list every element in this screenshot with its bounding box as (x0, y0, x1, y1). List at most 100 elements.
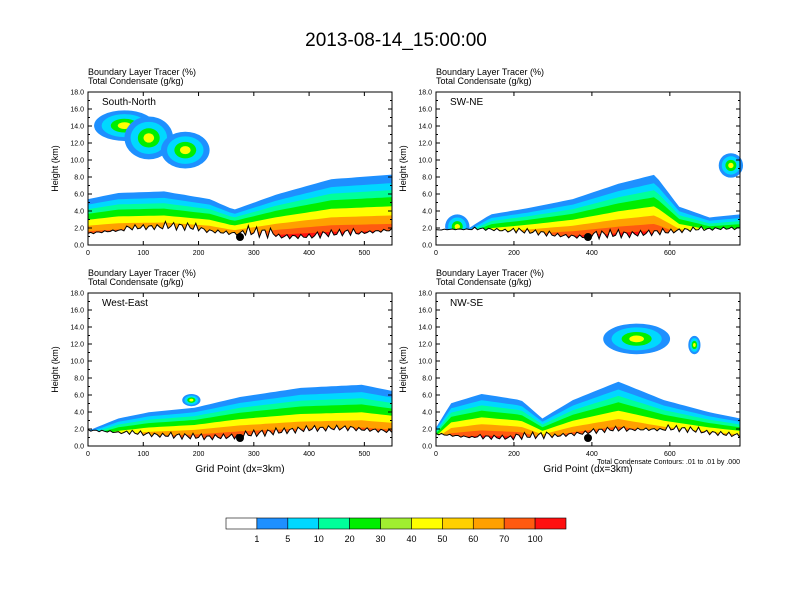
panel-subtitle-line1: Boundary Layer Tracer (%) (88, 67, 196, 77)
y-tick-label: 18.0 (418, 291, 432, 298)
colorbar-swatch (472, 517, 505, 530)
colorbar-label: 1 (254, 534, 259, 544)
y-tick-label: 2.0 (422, 226, 432, 233)
x-tick-label: 100 (137, 250, 149, 257)
colorbar-label: 70 (499, 534, 509, 544)
colorbar-label: 5 (285, 534, 290, 544)
panel-label: South-North (102, 97, 156, 108)
y-tick-label: 10.0 (418, 158, 432, 165)
x-axis-label: Grid Point (dx=3km) (195, 464, 284, 475)
location-marker (584, 434, 592, 442)
colorbar-label: 10 (314, 534, 324, 544)
panel-subtitle-line1: Boundary Layer Tracer (%) (436, 268, 544, 278)
panel-subtitle-line1: Boundary Layer Tracer (%) (436, 67, 544, 77)
y-tick-label: 16.0 (70, 308, 84, 315)
location-marker (236, 233, 244, 241)
x-tick-label: 400 (303, 451, 315, 458)
y-axis-label: Height (km) (50, 346, 60, 393)
x-tick-label: 0 (86, 250, 90, 257)
colorbar-swatch (503, 517, 536, 530)
panel-subtitle-line2: Total Condensate (g/kg) (88, 76, 184, 86)
y-tick-label: 8.0 (74, 175, 84, 182)
location-marker (236, 434, 244, 442)
y-tick-label: 0.0 (74, 243, 84, 250)
panel-south-north: Boundary Layer Tracer (%)Total Condensat… (50, 67, 393, 257)
panel-subtitle-line2: Total Condensate (g/kg) (436, 277, 532, 287)
cloud-blob-1 (454, 223, 460, 230)
colorbar-swatch (318, 517, 350, 530)
y-tick-label: 14.0 (70, 325, 84, 332)
x-tick-label: 0 (434, 451, 438, 458)
y-tick-label: 10.0 (70, 158, 84, 165)
x-tick-label: 400 (303, 250, 315, 257)
y-axis-label: Height (km) (50, 145, 60, 192)
colorbar-swatch (349, 517, 381, 530)
panel-subtitle-line1: Boundary Layer Tracer (%) (88, 268, 196, 278)
y-tick-label: 16.0 (70, 107, 84, 114)
x-tick-label: 0 (434, 250, 438, 257)
cloud-blob-0 (728, 162, 734, 169)
y-tick-label: 8.0 (74, 376, 84, 383)
y-axis-label: Height (km) (398, 145, 408, 192)
y-tick-label: 8.0 (422, 376, 432, 383)
colorbar-label: 30 (376, 534, 386, 544)
y-tick-label: 14.0 (418, 124, 432, 131)
colorbar-swatch (411, 517, 443, 530)
y-tick-label: 12.0 (70, 342, 84, 349)
y-tick-label: 6.0 (422, 393, 432, 400)
colorbar-label: 50 (437, 534, 447, 544)
panel-label: NW-SE (450, 298, 483, 309)
y-tick-label: 6.0 (74, 393, 84, 400)
y-tick-label: 0.0 (422, 444, 432, 451)
x-tick-label: 300 (248, 451, 260, 458)
cloud-blob-1 (693, 343, 696, 348)
y-tick-label: 6.0 (74, 192, 84, 199)
panel-subtitle-line2: Total Condensate (g/kg) (436, 76, 532, 86)
x-tick-label: 200 (508, 451, 520, 458)
y-tick-label: 2.0 (74, 427, 84, 434)
panel-west-east: Boundary Layer Tracer (%)Total Condensat… (50, 268, 393, 475)
y-tick-label: 4.0 (422, 410, 432, 417)
y-tick-label: 16.0 (418, 107, 432, 114)
y-tick-label: 10.0 (418, 359, 432, 366)
y-tick-label: 0.0 (422, 243, 432, 250)
y-tick-label: 18.0 (418, 90, 432, 97)
colorbar: 1 5 10 20 30 40 50 60 70 100 (225, 517, 567, 544)
y-tick-label: 4.0 (422, 209, 432, 216)
x-tick-label: 400 (586, 250, 598, 257)
y-tick-label: 0.0 (74, 444, 84, 451)
colorbar-label: 20 (345, 534, 355, 544)
y-tick-label: 18.0 (70, 90, 84, 97)
colorbar-swatch (287, 517, 320, 530)
x-tick-label: 200 (508, 250, 520, 257)
y-tick-label: 8.0 (422, 175, 432, 182)
main-title: 2013-08-14_15:00:00 (305, 30, 487, 51)
y-tick-label: 14.0 (418, 325, 432, 332)
y-tick-label: 12.0 (418, 141, 432, 148)
y-tick-label: 6.0 (422, 192, 432, 199)
colorbar-swatch (225, 517, 258, 530)
cloud-blob-0 (629, 335, 644, 343)
x-tick-label: 600 (664, 451, 676, 458)
x-tick-label: 100 (137, 451, 149, 458)
y-tick-label: 14.0 (70, 124, 84, 131)
terrain-line (435, 423, 741, 441)
colorbar-swatch (534, 517, 567, 530)
colorbar-label: 60 (468, 534, 478, 544)
panel-subtitle-line2: Total Condensate (g/kg) (88, 277, 184, 287)
colorbar-label: 40 (406, 534, 416, 544)
panel-label: West-East (102, 298, 148, 309)
cloud-blob-0 (189, 398, 194, 402)
x-tick-label: 300 (248, 250, 260, 257)
colorbar-swatch (442, 517, 474, 530)
colorbar-swatch (380, 517, 412, 530)
x-tick-label: 500 (359, 250, 371, 257)
colorbar-swatch (256, 517, 289, 530)
panel-sw-ne: Boundary Layer Tracer (%)Total Condensat… (398, 67, 744, 257)
x-tick-label: 200 (193, 451, 205, 458)
panel-label: SW-NE (450, 97, 483, 108)
x-tick-label: 600 (664, 250, 676, 257)
x-tick-label: 400 (586, 451, 598, 458)
cloud-blob-1 (143, 133, 155, 143)
